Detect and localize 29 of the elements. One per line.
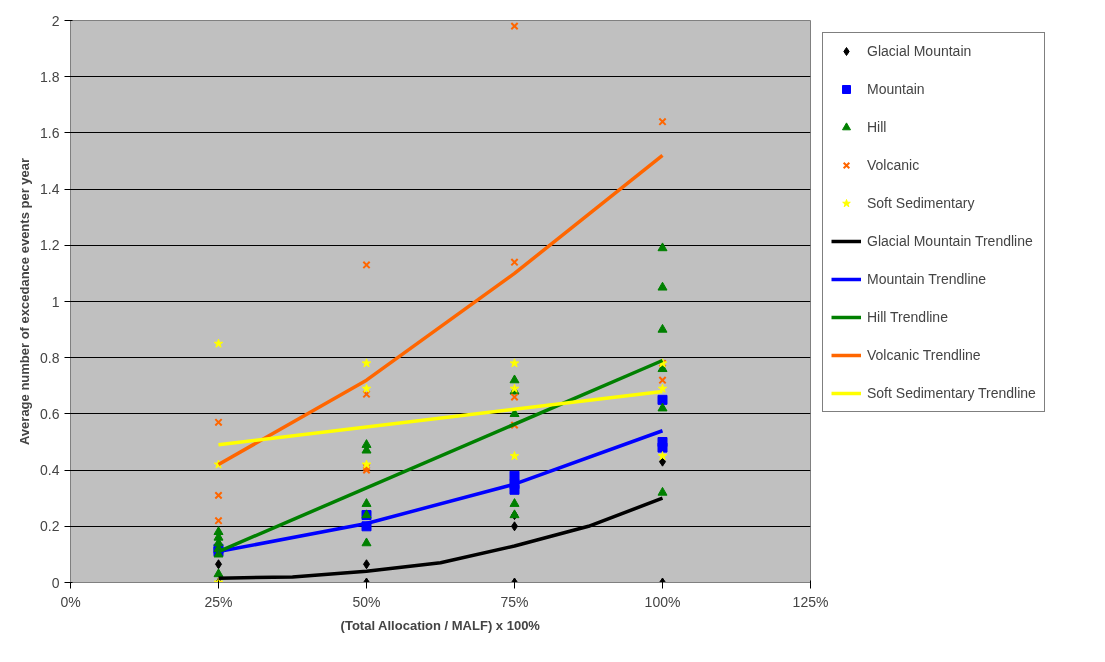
y-axis-title: Average number of excedance events per year xyxy=(17,157,33,446)
legend-label: Glacial Mountain xyxy=(867,43,972,59)
legend-label: Hill xyxy=(867,119,887,135)
legend-label: Glacial Mountain Trendline xyxy=(867,233,1033,249)
legend-label: Soft Sedimentary xyxy=(867,195,975,211)
y-tick-label: 1.2 xyxy=(40,237,60,254)
y-tick-label: 1.4 xyxy=(40,181,60,198)
y-tick-label: 0.6 xyxy=(40,405,60,422)
y-tick-label: 0.8 xyxy=(40,349,60,366)
x-tick-label: 50% xyxy=(352,593,381,610)
y-tick-label: 1 xyxy=(51,293,60,310)
legend-label: Soft Sedimentary Trendline xyxy=(867,385,1036,401)
x-tick-label: 125% xyxy=(792,593,829,610)
y-tick-label: 0.4 xyxy=(40,462,60,479)
legend-label: Volcanic Trendline xyxy=(867,347,981,363)
y-tick-label: 0.2 xyxy=(40,518,60,535)
x-tick-label: 0% xyxy=(60,593,81,610)
y-tick-label: 1.8 xyxy=(40,68,60,85)
y-tick-label: 1.6 xyxy=(40,124,60,141)
x-tick-label: 100% xyxy=(644,593,681,610)
y-tick-label: 0 xyxy=(51,574,60,591)
y-tick-label: 2 xyxy=(51,12,60,29)
legend-label: Hill Trendline xyxy=(867,309,948,325)
x-axis-title: (Total Allocation / MALF) x 100% xyxy=(340,617,541,633)
legend-label: Mountain Trendline xyxy=(867,271,987,287)
legend-label: Mountain xyxy=(867,81,925,97)
legend-label: Volcanic xyxy=(867,157,920,173)
x-tick-label: 25% xyxy=(204,593,233,610)
x-tick-label: 75% xyxy=(500,593,529,610)
